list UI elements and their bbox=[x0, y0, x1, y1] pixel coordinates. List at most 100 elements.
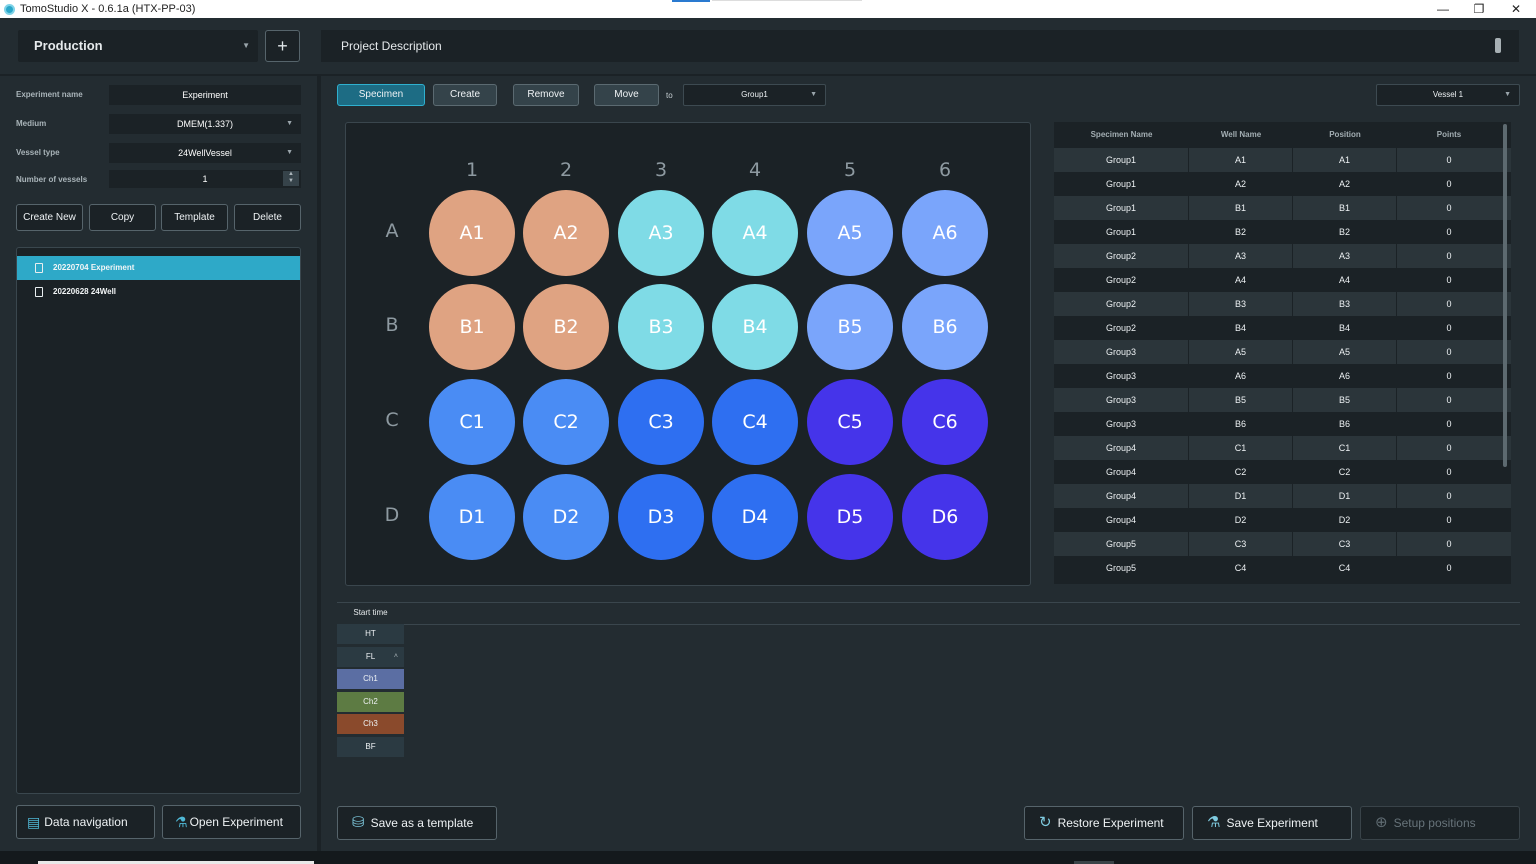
minimize-button[interactable]: — bbox=[1437, 2, 1449, 16]
vessel-type-dropdown[interactable]: 24WellVessel ▼ bbox=[109, 143, 301, 163]
well-a6[interactable]: A6 bbox=[902, 190, 988, 276]
channel-ch1[interactable]: Ch1 bbox=[337, 669, 404, 689]
well-c3[interactable]: C3 bbox=[618, 379, 704, 465]
table-row[interactable]: Group2 B4 B4 0 bbox=[1054, 316, 1511, 340]
save-experiment-button[interactable]: ⚗ Save Experiment bbox=[1192, 806, 1352, 840]
table-cell: 0 bbox=[1446, 323, 1452, 333]
close-button[interactable]: ✕ bbox=[1510, 2, 1522, 16]
table-row[interactable]: Group3 A6 A6 0 bbox=[1054, 364, 1511, 388]
header-position[interactable]: Position bbox=[1329, 130, 1361, 139]
well-c2[interactable]: C2 bbox=[523, 379, 609, 465]
vessel-value: Vessel 1 bbox=[1432, 90, 1464, 99]
move-button[interactable]: Move bbox=[594, 84, 659, 106]
table-row[interactable]: Group2 A4 A4 0 bbox=[1054, 268, 1511, 292]
well-a3[interactable]: A3 bbox=[618, 190, 704, 276]
list-item[interactable]: 20220704 Experiment bbox=[17, 256, 300, 280]
table-row[interactable]: Group5 C3 C3 0 bbox=[1054, 532, 1511, 556]
table-cell: Group5 bbox=[1054, 532, 1189, 556]
table-cell: 0 bbox=[1446, 347, 1452, 357]
channel-ch3[interactable]: Ch3 bbox=[337, 714, 404, 734]
well-b4[interactable]: B4 bbox=[712, 284, 798, 370]
well-b5[interactable]: B5 bbox=[807, 284, 893, 370]
crosshair-icon: ⊕ bbox=[1375, 813, 1388, 831]
project-description-field[interactable]: Project Description bbox=[321, 30, 1519, 62]
experiment-name-field[interactable]: Experiment bbox=[109, 85, 301, 105]
table-row[interactable]: Group5 C4 C4 0 bbox=[1054, 556, 1511, 580]
project-dropdown[interactable]: Production ▼ bbox=[18, 30, 258, 62]
table-cell: B4 bbox=[1293, 316, 1397, 340]
restore-experiment-button[interactable]: ↻ Restore Experiment bbox=[1024, 806, 1184, 840]
table-row[interactable]: Group2 B3 B3 0 bbox=[1054, 292, 1511, 316]
data-navigation-button[interactable]: ▤ Data navigation bbox=[16, 805, 155, 839]
well-d2[interactable]: D2 bbox=[523, 474, 609, 560]
scroll-indicator bbox=[1074, 861, 1114, 864]
well-a5[interactable]: A5 bbox=[807, 190, 893, 276]
chevron-up-icon[interactable]: ˄ bbox=[393, 653, 398, 660]
channel-label: Ch1 bbox=[363, 674, 378, 683]
template-button[interactable]: Template bbox=[161, 204, 228, 231]
specimen-button[interactable]: Specimen bbox=[337, 84, 425, 106]
header-points[interactable]: Points bbox=[1436, 130, 1462, 139]
channel-ch2[interactable]: Ch2 bbox=[337, 692, 404, 712]
save-experiment-label: Save Experiment bbox=[1226, 816, 1318, 830]
channel-bf[interactable]: BF bbox=[337, 737, 404, 757]
table-row[interactable]: Group3 B5 B5 0 bbox=[1054, 388, 1511, 412]
target-group-dropdown[interactable]: Group1 ▼ bbox=[683, 84, 826, 106]
well-c1[interactable]: C1 bbox=[429, 379, 515, 465]
well-d1[interactable]: D1 bbox=[429, 474, 515, 560]
table-row[interactable]: Group1 B2 B2 0 bbox=[1054, 220, 1511, 244]
well-d6[interactable]: D6 bbox=[902, 474, 988, 560]
description-scrollbar[interactable] bbox=[1495, 38, 1501, 53]
table-row[interactable]: Group4 C2 C2 0 bbox=[1054, 460, 1511, 484]
well-a2[interactable]: A2 bbox=[523, 190, 609, 276]
scroll-indicator bbox=[38, 861, 314, 864]
header-well-name[interactable]: Well Name bbox=[1220, 130, 1262, 139]
table-cell: C4 bbox=[1293, 556, 1397, 580]
well-a1[interactable]: A1 bbox=[429, 190, 515, 276]
delete-button[interactable]: Delete bbox=[234, 204, 301, 231]
table-row[interactable]: Group3 B6 B6 0 bbox=[1054, 412, 1511, 436]
channel-fl[interactable]: FL ˄ bbox=[337, 647, 404, 667]
add-project-button[interactable]: + bbox=[265, 30, 300, 62]
table-row[interactable]: Group2 A3 A3 0 bbox=[1054, 244, 1511, 268]
header-specimen-name[interactable]: Specimen Name bbox=[1090, 130, 1153, 139]
vessel-dropdown[interactable]: Vessel 1 ▼ bbox=[1376, 84, 1520, 106]
medium-dropdown[interactable]: DMEM(1.337) ▼ bbox=[109, 114, 301, 134]
well-d3[interactable]: D3 bbox=[618, 474, 704, 560]
restore-button[interactable]: ❐ bbox=[1473, 2, 1485, 16]
save-as-template-button[interactable]: ⛁ Save as a template bbox=[337, 806, 497, 840]
medium-value: DMEM(1.337) bbox=[176, 119, 233, 129]
well-d4[interactable]: D4 bbox=[712, 474, 798, 560]
move-to-label: to bbox=[666, 91, 673, 100]
table-row[interactable]: Group1 A2 A2 0 bbox=[1054, 172, 1511, 196]
well-a4[interactable]: A4 bbox=[712, 190, 798, 276]
table-row[interactable]: Group4 D2 D2 0 bbox=[1054, 508, 1511, 532]
create-new-button[interactable]: Create New bbox=[16, 204, 83, 231]
open-experiment-button[interactable]: ⚗ Open Experiment bbox=[162, 805, 301, 839]
table-row[interactable]: Group1 B1 B1 0 bbox=[1054, 196, 1511, 220]
taskbar-accent bbox=[672, 0, 710, 2]
channel-ht[interactable]: HT bbox=[337, 624, 404, 644]
table-scrollbar[interactable] bbox=[1503, 124, 1507, 467]
setup-positions-button[interactable]: ⊕ Setup positions bbox=[1360, 806, 1520, 840]
table-cell: B6 bbox=[1293, 412, 1397, 436]
table-row[interactable]: Group4 C1 C1 0 bbox=[1054, 436, 1511, 460]
stepper-arrows-icon[interactable]: ▲ ▼ bbox=[283, 171, 299, 186]
create-button[interactable]: Create bbox=[433, 84, 497, 106]
well-d5[interactable]: D5 bbox=[807, 474, 893, 560]
well-c5[interactable]: C5 bbox=[807, 379, 893, 465]
taskbar-divider bbox=[712, 0, 862, 1]
well-b1[interactable]: B1 bbox=[429, 284, 515, 370]
well-b6[interactable]: B6 bbox=[902, 284, 988, 370]
remove-button[interactable]: Remove bbox=[513, 84, 579, 106]
well-c4[interactable]: C4 bbox=[712, 379, 798, 465]
well-b2[interactable]: B2 bbox=[523, 284, 609, 370]
table-row[interactable]: Group3 A5 A5 0 bbox=[1054, 340, 1511, 364]
list-item[interactable]: 20220628 24Well bbox=[17, 280, 300, 304]
table-row[interactable]: Group4 D1 D1 0 bbox=[1054, 484, 1511, 508]
table-row[interactable]: Group1 A1 A1 0 bbox=[1054, 148, 1511, 172]
well-b3[interactable]: B3 bbox=[618, 284, 704, 370]
well-c6[interactable]: C6 bbox=[902, 379, 988, 465]
copy-button[interactable]: Copy bbox=[89, 204, 156, 231]
number-of-vessels-stepper[interactable]: 1 ▲ ▼ bbox=[109, 170, 301, 188]
